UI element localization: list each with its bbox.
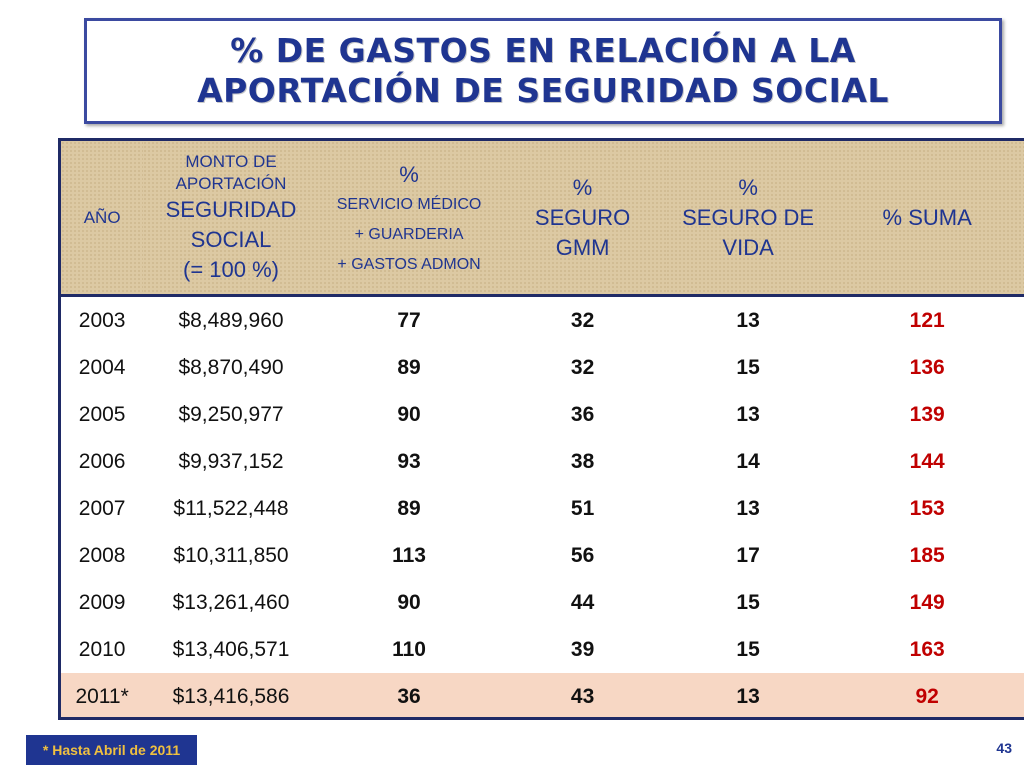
header-suma: % SUMA [830, 141, 1024, 296]
table-row: 2008 $10,311,850 113 56 17 185 [61, 532, 1024, 579]
title-line-2: APORTACIÓN DE SEGURIDAD SOCIAL [197, 71, 889, 110]
page-number: 43 [996, 740, 1012, 756]
cell-servicio: 90 [397, 590, 421, 614]
cell-suma: 136 [909, 355, 945, 379]
table-row: 2005 $9,250,977 90 36 13 139 [61, 391, 1024, 438]
cell-monto: $8,870,490 [178, 355, 284, 379]
header-monto-line1: MONTO DE [185, 151, 277, 171]
cell-suma: 121 [909, 308, 945, 332]
cell-gmm: 39 [570, 637, 595, 661]
header-monto-line2: APORTACIÓN [175, 173, 287, 193]
cell-monto: $9,250,977 [178, 402, 284, 426]
table-row: 2006 $9,937,152 93 38 14 144 [61, 438, 1024, 485]
header-monto: MONTO DE APORTACIÓN SEGURIDAD SOCIAL (= … [143, 141, 319, 296]
header-monto-line5: (= 100 %) [183, 256, 280, 282]
cell-suma: 163 [909, 637, 945, 661]
cell-ano: 2004 [78, 355, 126, 379]
cell-monto: $9,937,152 [178, 449, 284, 473]
header-serv-line3: + GUARDERIA [354, 225, 464, 243]
cell-gmm: 51 [570, 496, 595, 520]
cell-servicio: 77 [397, 308, 421, 332]
header-gmm: % SEGURO GMM [499, 141, 666, 296]
expenses-table: AÑO MONTO DE APORTACIÓN SEGURIDAD SOCIAL… [58, 138, 1024, 720]
cell-gmm: 38 [570, 449, 595, 473]
cell-ano: 2005 [78, 402, 126, 426]
header-serv-line2: SERVICIO MÉDICO [336, 195, 482, 213]
cell-monto: $10,311,850 [173, 543, 289, 567]
table-row: 2010 $13,406,571 110 39 15 163 [61, 626, 1024, 673]
cell-servicio: 93 [397, 449, 421, 473]
cell-vida: 13 [736, 496, 760, 520]
header-gmm-line1: % [572, 174, 593, 200]
cell-servicio: 89 [397, 496, 421, 520]
footnote-badge: * Hasta Abril de 2011 [26, 735, 197, 765]
table-row: 2003 $8,489,960 77 32 13 121 [61, 296, 1024, 345]
cell-ano: 2009 [78, 590, 126, 614]
cell-suma: 139 [909, 402, 945, 426]
table-row: 2004 $8,870,490 89 32 15 136 [61, 344, 1024, 391]
cell-ano: 2010 [78, 637, 126, 661]
title-line-1: % DE GASTOS EN RELACIÓN A LA [230, 31, 856, 70]
cell-gmm: 44 [570, 590, 595, 614]
header-vida-line3: VIDA [722, 234, 774, 260]
cell-vida: 14 [736, 449, 760, 473]
cell-servicio: 89 [397, 355, 421, 379]
header-ano: AÑO [61, 141, 144, 296]
cell-monto: $11,522,448 [173, 496, 289, 520]
header-vida-line1: % [738, 174, 758, 200]
cell-vida: 13 [665, 673, 831, 717]
cell-vida: 13 [736, 402, 760, 426]
cell-ano: 2011* [61, 673, 144, 717]
header-monto-line3: SEGURIDAD [165, 196, 297, 222]
cell-suma: 92 [830, 673, 1024, 717]
cell-vida: 17 [736, 543, 760, 567]
cell-servicio: 110 [392, 637, 426, 661]
header-vida-line2: SEGURO DE [682, 204, 815, 230]
table-row: 2007 $11,522,448 89 51 13 153 [61, 485, 1024, 532]
header-monto-line4: SOCIAL [190, 226, 272, 252]
cell-monto: $8,489,960 [178, 308, 284, 332]
cell-monto: $13,406,571 [172, 637, 290, 661]
cell-suma: 185 [909, 543, 945, 567]
cell-monto: $13,261,460 [172, 590, 290, 614]
header-serv-line4: + GASTOS ADMON [337, 255, 481, 273]
cell-vida: 15 [736, 590, 760, 614]
cell-gmm: 32 [570, 308, 595, 332]
cell-monto: $13,416,586 [143, 673, 319, 717]
cell-vida: 15 [736, 355, 760, 379]
cell-gmm: 56 [570, 543, 595, 567]
cell-servicio: 113 [392, 543, 426, 567]
cell-ano: 2007 [78, 496, 126, 520]
cell-ano: 2008 [78, 543, 126, 567]
cell-servicio: 90 [397, 402, 421, 426]
header-ano-label: AÑO [83, 207, 121, 227]
cell-suma: 149 [909, 590, 945, 614]
cell-gmm: 36 [570, 402, 595, 426]
table-row: 2009 $13,261,460 90 44 15 149 [61, 579, 1024, 626]
cell-suma: 144 [909, 449, 945, 473]
table-header-row: AÑO MONTO DE APORTACIÓN SEGURIDAD SOCIAL… [61, 141, 1024, 296]
cell-servicio: 36 [318, 673, 500, 717]
header-suma-label: % SUMA [882, 204, 972, 230]
cell-suma: 153 [909, 496, 945, 520]
cell-ano: 2003 [78, 308, 126, 332]
slide-title: % DE GASTOS EN RELACIÓN A LA APORTACIÓN … [84, 18, 1002, 124]
header-servicio: % SERVICIO MÉDICO + GUARDERIA + GASTOS A… [318, 141, 500, 296]
cell-vida: 15 [736, 637, 760, 661]
header-vida: % SEGURO DE VIDA [665, 141, 831, 296]
cell-vida: 13 [736, 308, 760, 332]
table-row-highlighted: 2011* $13,416,586 36 43 13 92 [61, 673, 1024, 717]
cell-gmm: 32 [570, 355, 595, 379]
header-serv-line1: % [399, 161, 419, 187]
header-gmm-line2: SEGURO [534, 204, 631, 230]
header-gmm-line3: GMM [555, 234, 610, 260]
cell-ano: 2006 [78, 449, 126, 473]
cell-gmm: 43 [499, 673, 666, 717]
